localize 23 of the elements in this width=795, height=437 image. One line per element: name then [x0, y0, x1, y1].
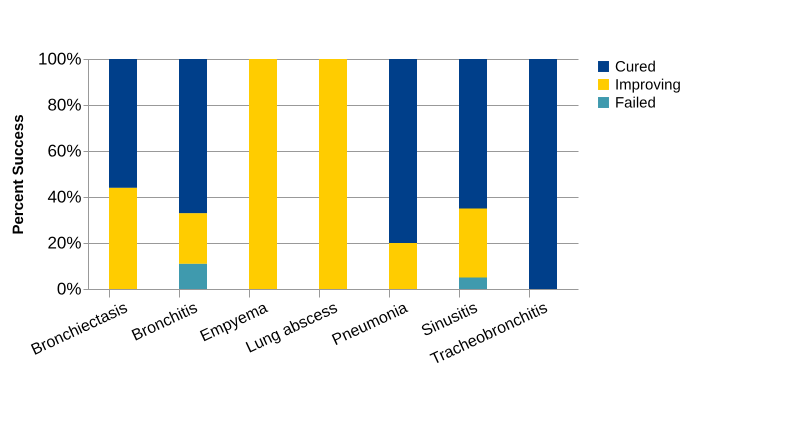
legend-label: Cured	[615, 58, 656, 76]
y-tick-label: 40%	[47, 188, 82, 206]
bar	[459, 208, 487, 278]
bar	[459, 59, 487, 208]
bar	[109, 188, 137, 289]
bar	[179, 264, 207, 289]
legend-label: Failed	[615, 94, 656, 112]
bar	[179, 213, 207, 264]
bar	[389, 243, 417, 289]
bar	[109, 59, 137, 188]
y-tick-label: 80%	[47, 96, 82, 114]
y-tick-label: 20%	[47, 234, 82, 252]
y-axis-title: Percent Success	[10, 114, 28, 235]
bar	[459, 278, 487, 289]
y-tick-label: 100%	[38, 50, 82, 68]
bar	[389, 59, 417, 243]
bar	[319, 59, 347, 289]
y-tick-label: 0%	[56, 280, 82, 298]
bar	[179, 59, 207, 214]
y-tick-label: 60%	[47, 142, 82, 160]
bar	[249, 59, 277, 289]
bar	[529, 59, 557, 289]
legend-label: Improving	[615, 76, 681, 94]
